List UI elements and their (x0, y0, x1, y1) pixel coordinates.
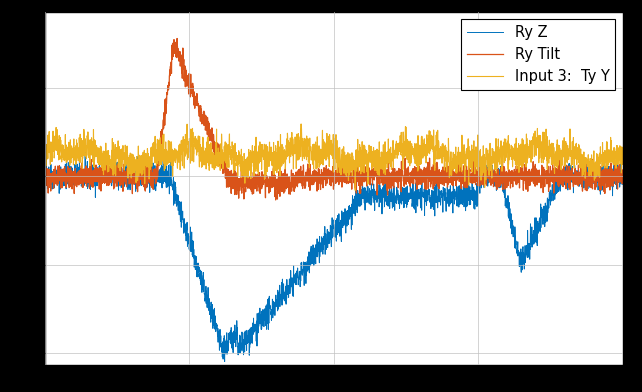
Ry Z (545, 197, 553, 202)
Input 3:  Ty Y: (1.33e+03, 0.446): Ty Y: (1.33e+03, 0.446) (297, 122, 305, 126)
Ry Z (221, 359, 229, 364)
Ry Z (608, 170, 616, 174)
Input 3:  Ty Y: (342, 0.126): Ty Y: (342, 0.126) (107, 159, 115, 164)
Input 3:  Ty Y: (0, 0.108): Ty Y: (0, 0.108) (41, 162, 49, 166)
Ry Tilt (263, 173, 270, 178)
Input 3:  Ty Y: (520, 0.0945): Ty Y: (520, 0.0945) (141, 163, 149, 168)
Ry Tilt (546, 175, 553, 180)
Line: Ry Z: Ry Z (45, 151, 623, 361)
Ry Tilt (107, 180, 115, 185)
Ry Tilt (41, 185, 49, 190)
Ry Z (107, 172, 115, 177)
Input 3:  Ty Y: (1.61e+03, -0.118): Ty Y: (1.61e+03, -0.118) (351, 188, 359, 192)
Input 3:  Ty Y: (3e+03, 0.198): Ty Y: (3e+03, 0.198) (619, 151, 627, 156)
Ry Z (141, 185, 149, 190)
Ry Z (619, 175, 627, 180)
Legend: Ry Z, Ry Tilt, Input 3:  Ty Y: Ry Z, Ry Tilt, Input 3: Ty Y (461, 19, 616, 90)
Ry Tilt (272, 198, 279, 202)
Ry Z (41, 171, 49, 176)
Input 3:  Ty Y: (1.28e+03, 0.192): Ty Y: (1.28e+03, 0.192) (288, 151, 295, 156)
Input 3:  Ty Y: (1.15e+03, 0.225): Ty Y: (1.15e+03, 0.225) (263, 147, 270, 152)
Input 3:  Ty Y: (2.94e+03, 0.175): Ty Y: (2.94e+03, 0.175) (608, 153, 616, 158)
Ry Z (598, 149, 606, 153)
Ry Tilt (173, 36, 181, 41)
Ry Tilt (608, 174, 616, 179)
Ry Tilt (141, 171, 149, 176)
Input 3:  Ty Y: (2.62e+03, 0.308): Ty Y: (2.62e+03, 0.308) (546, 138, 553, 143)
Ry Z (263, 327, 270, 332)
Ry Tilt (619, 181, 627, 186)
Ry Z (288, 283, 295, 288)
Ry Tilt (288, 173, 296, 178)
Line: Ry Tilt: Ry Tilt (45, 38, 623, 200)
Line: Input 3:  Ty Y: Input 3: Ty Y (45, 124, 623, 190)
